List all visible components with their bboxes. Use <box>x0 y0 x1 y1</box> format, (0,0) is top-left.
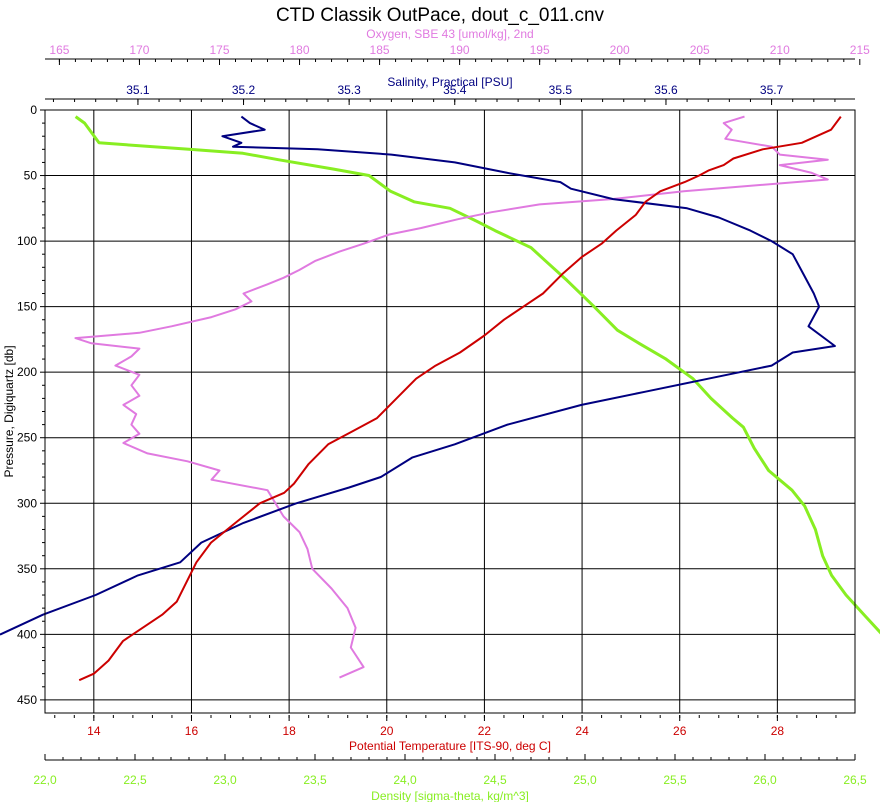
axis-title-density: Density [sigma-theta, kg/m^3] <box>371 789 529 802</box>
axis-title-salinity: Salinity, Practical [PSU] <box>387 75 512 89</box>
tick-label-temperature: 16 <box>185 724 199 738</box>
grid <box>45 109 855 713</box>
y-tick-label: 200 <box>17 365 37 379</box>
tick-label-temperature: 18 <box>282 724 296 738</box>
axis-oxygen: 165 170 175 180 185 190 195 200 205 210 215 Oxygen,… <box>45 27 870 65</box>
series-line-density <box>74 115 880 635</box>
tick-label-oxygen: 175 <box>209 43 229 57</box>
y-axis-label: Pressure, Digiquartz [db] <box>2 345 16 477</box>
axis-salinity: 35.1 35.2 35.3 35.4 35.5 35.6 35.7 Salinity, Pr… <box>45 75 855 105</box>
y-tick-label: 50 <box>24 169 38 183</box>
tick-label-oxygen: 170 <box>129 43 149 57</box>
series-line-salinity <box>0 115 836 636</box>
y-tick-label: 100 <box>17 234 37 248</box>
tick-label-salinity: 35.5 <box>549 83 573 97</box>
tick-label-density: 26,0 <box>753 773 777 787</box>
y-tick-label: 300 <box>17 496 37 510</box>
tick-label-temperature: 22 <box>478 724 492 738</box>
series-line-oxygen <box>74 115 829 679</box>
tick-label-oxygen: 190 <box>450 43 470 57</box>
tick-label-oxygen: 185 <box>370 43 390 57</box>
y-tick-label: 400 <box>17 627 37 641</box>
tick-label-salinity: 35.4 <box>443 83 467 97</box>
tick-label-density: 23,0 <box>213 773 237 787</box>
tick-label-temperature: 20 <box>380 724 394 738</box>
plot-frame <box>44 109 856 714</box>
axis-temperature: 14 16 18 20 22 24 26 28 Potential Temperature [I… <box>54 715 837 753</box>
series-layer <box>0 115 880 682</box>
tick-label-density: 24,5 <box>483 773 507 787</box>
tick-label-temperature: 26 <box>673 724 687 738</box>
y-tick-label: 0 <box>30 103 37 117</box>
axis-title-temperature: Potential Temperature [ITS-90, deg C] <box>349 739 551 753</box>
tick-label-oxygen: 210 <box>770 43 790 57</box>
tick-label-density: 22,0 <box>33 773 57 787</box>
tick-label-salinity: 35.3 <box>337 83 361 97</box>
tick-label-oxygen: 180 <box>290 43 310 57</box>
y-tick-label: 250 <box>17 431 37 445</box>
axes-layer: 0 50 100 150 200 250 300 350 400 450 Pressure, Dig… <box>2 27 870 802</box>
tick-label-temperature: 14 <box>87 724 101 738</box>
tick-label-oxygen: 165 <box>49 43 69 57</box>
tick-label-salinity: 35.6 <box>654 83 678 97</box>
tick-label-density: 24,0 <box>393 773 417 787</box>
axis-density: 22,0 22,5 23,0 23,5 24,0 24,5 25,0 25,5 26,0 26,5… <box>33 754 867 802</box>
tick-label-density: 22,5 <box>123 773 147 787</box>
tick-label-oxygen: 205 <box>690 43 710 57</box>
tick-label-temperature: 28 <box>771 724 785 738</box>
chart-title: CTD Classik OutPace, dout_c_011.cnv <box>276 5 605 26</box>
series-line-temperature <box>78 116 842 682</box>
y-tick-label: 350 <box>17 562 37 576</box>
axis-title-oxygen: Oxygen, SBE 43 [umol/kg], 2nd <box>366 27 533 41</box>
tick-label-salinity: 35.2 <box>232 83 256 97</box>
tick-label-salinity: 35.7 <box>760 83 784 97</box>
tick-label-oxygen: 215 <box>850 43 870 57</box>
tick-label-density: 26,5 <box>843 773 867 787</box>
tick-label-temperature: 24 <box>575 724 589 738</box>
tick-label-oxygen: 200 <box>610 43 630 57</box>
tick-label-density: 25,5 <box>663 773 687 787</box>
tick-label-density: 23,5 <box>303 773 327 787</box>
y-tick-label: 450 <box>17 693 37 707</box>
tick-label-density: 25,0 <box>573 773 597 787</box>
y-tick-label: 150 <box>17 300 37 314</box>
tick-label-oxygen: 195 <box>530 43 550 57</box>
tick-label-salinity: 35.1 <box>126 83 150 97</box>
